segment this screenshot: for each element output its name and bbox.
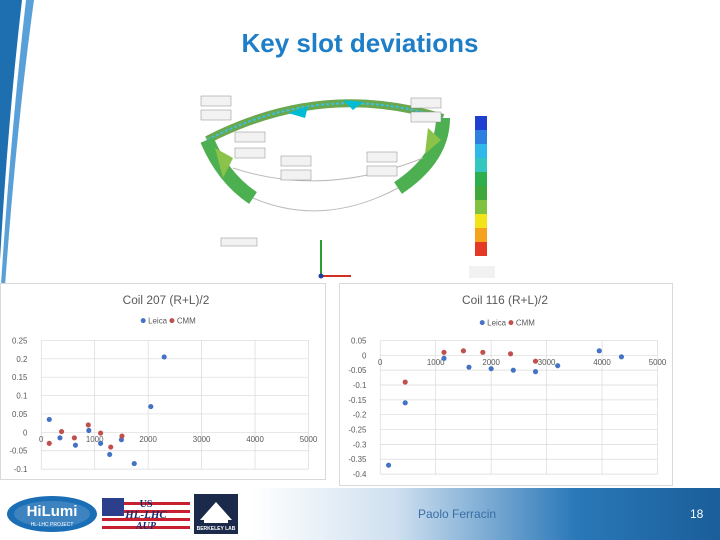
y-tick-label: 0.05	[351, 336, 367, 345]
x-tick-label: 2000	[139, 435, 157, 444]
x-tick-label: 2000	[482, 358, 500, 367]
data-point-leica	[72, 442, 79, 448]
legend-label-cmm: CMM	[516, 319, 535, 328]
data-point-leica	[86, 427, 92, 434]
data-point-cmm	[119, 433, 125, 439]
data-point-leica	[161, 354, 167, 360]
hilumi-logo-text: HiLumi	[27, 503, 78, 520]
chart-coil-207-plot: Coil 207 (R+L)/2 Leica CMM -0.1 -0.05 0 0.0…	[9, 293, 318, 474]
chart-coil-116: Coil 116 (R+L)/2 Leica CMM -0.4 -0.35 -0.3…	[339, 283, 673, 486]
x-tick-label: 0	[378, 358, 383, 367]
y-tick-label: -0.15	[348, 396, 367, 405]
slide-title: Key slot deviations	[241, 28, 479, 58]
y-tick-label: 0.25	[12, 336, 28, 345]
us-logo-line3: AUP	[135, 521, 157, 532]
legend-marker-leica	[479, 320, 485, 326]
data-point-leica	[402, 400, 408, 406]
us-logo-line2: HL-LHC	[124, 509, 167, 521]
y-tick-label: 0.2	[16, 355, 27, 364]
berkeley-lab-logo: BERKELEY LAB	[194, 494, 238, 534]
legend-label-leica: Leica	[487, 319, 507, 328]
y-tick-label: 0	[23, 428, 28, 437]
data-point-cmm	[98, 430, 104, 436]
x-tick-label: 1000	[86, 435, 104, 444]
page-number: 18	[690, 507, 704, 521]
us-logo-line1: US	[140, 499, 153, 510]
data-point-leica	[510, 367, 516, 373]
data-point-leica	[385, 462, 392, 468]
x-tick-label: 4000	[246, 435, 264, 444]
magnet-deviation-figure	[193, 88, 505, 284]
data-point-cmm	[480, 349, 486, 355]
data-point-leica	[57, 435, 63, 441]
legend-label-leica: Leica	[148, 317, 168, 326]
data-point-leica	[466, 364, 472, 370]
data-point-leica	[555, 363, 561, 369]
data-point-leica	[488, 366, 494, 372]
x-tick-label: 3000	[538, 358, 556, 367]
y-tick-label: -0.35	[348, 455, 367, 464]
y-tick-label: 0	[362, 351, 367, 360]
data-point-cmm	[46, 440, 52, 446]
data-point-leica	[441, 355, 447, 361]
legend-label-cmm: CMM	[177, 317, 196, 326]
y-tick-label: 0.05	[12, 410, 28, 419]
decorative-swoosh	[0, 0, 60, 300]
chart-coil-207: Coil 207 (R+L)/2 Leica CMM -0.1 -0.05 0 0.0…	[0, 283, 326, 480]
y-tick-label: -0.3	[353, 440, 367, 449]
data-point-cmm	[460, 348, 466, 354]
data-point-cmm	[58, 429, 65, 435]
us-hl-lhc-aup-logo: US HL-LHC AUP	[102, 494, 190, 534]
y-tick-label: -0.1	[353, 381, 367, 390]
hilumi-logo: HiLumi HL-LHC PROJECT	[6, 494, 98, 534]
data-point-cmm	[85, 422, 91, 428]
legend-marker-leica	[140, 318, 146, 324]
y-tick-label: -0.4	[353, 470, 367, 479]
x-tick-label: 5000	[300, 435, 318, 444]
legend-marker-cmm	[508, 320, 514, 326]
chart-coil-116-plot: Coil 116 (R+L)/2 Leica CMM -0.4 -0.35 -0.3…	[348, 293, 667, 479]
x-tick-label: 4000	[593, 358, 611, 367]
y-tick-label: -0.25	[348, 426, 367, 435]
data-point-leica	[98, 440, 104, 446]
hilumi-logo-subtext: HL-LHC PROJECT	[31, 522, 74, 528]
chart-title: Coil 116 (R+L)/2	[462, 293, 548, 307]
y-tick-label: -0.05	[9, 447, 28, 456]
data-point-leica	[596, 348, 602, 354]
berkeley-logo-text: BERKELEY LAB	[197, 526, 236, 532]
data-point-cmm	[71, 435, 77, 441]
data-point-cmm	[507, 351, 514, 357]
x-tick-label: 0	[39, 435, 44, 444]
x-tick-label: 5000	[649, 358, 667, 367]
data-point-cmm	[402, 379, 408, 385]
data-point-leica	[148, 404, 154, 410]
footer-author: Paolo Ferracin	[418, 507, 497, 521]
y-tick-label: -0.1	[14, 465, 28, 474]
y-tick-label: -0.2	[353, 411, 367, 420]
data-point-leica	[46, 416, 52, 423]
x-tick-label: 3000	[193, 435, 211, 444]
data-point-cmm	[441, 349, 447, 355]
x-tick-label: 1000	[427, 358, 445, 367]
chart-title: Coil 207 (R+L)/2	[123, 293, 210, 307]
data-point-leica	[618, 354, 625, 360]
y-tick-label: 0.1	[16, 392, 28, 401]
data-point-leica	[532, 369, 539, 375]
y-tick-label: -0.05	[348, 366, 367, 375]
data-point-leica	[131, 461, 137, 467]
y-tick-label: 0.15	[12, 373, 28, 382]
data-point-cmm	[108, 444, 114, 450]
legend-marker-cmm	[169, 318, 175, 324]
data-point-cmm	[532, 358, 539, 364]
data-point-leica	[107, 451, 113, 457]
